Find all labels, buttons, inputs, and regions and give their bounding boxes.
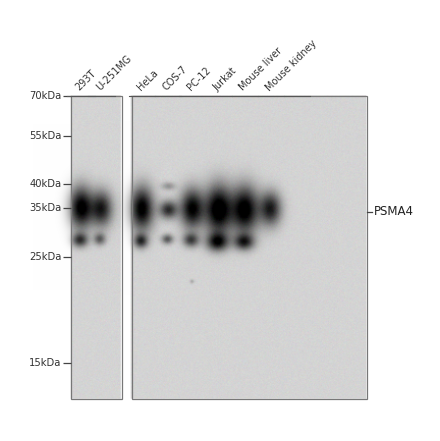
Bar bbox=[71, 96, 122, 399]
Text: U-251MG: U-251MG bbox=[94, 53, 133, 93]
Text: 15kDa: 15kDa bbox=[29, 358, 62, 368]
Text: PSMA4: PSMA4 bbox=[374, 206, 414, 218]
Text: 35kDa: 35kDa bbox=[29, 203, 62, 213]
Text: Mouse liver: Mouse liver bbox=[238, 46, 284, 93]
Text: Jurkat: Jurkat bbox=[212, 65, 239, 93]
Bar bbox=[132, 96, 367, 399]
Text: 40kDa: 40kDa bbox=[29, 179, 62, 189]
Text: PC-12: PC-12 bbox=[185, 65, 212, 93]
Text: HeLa: HeLa bbox=[136, 68, 160, 93]
Bar bbox=[71, 96, 122, 399]
Text: 293T: 293T bbox=[74, 68, 99, 93]
Text: Mouse kidney: Mouse kidney bbox=[264, 38, 319, 93]
Text: 70kDa: 70kDa bbox=[29, 91, 62, 101]
Text: COS-7: COS-7 bbox=[161, 64, 190, 93]
Text: 25kDa: 25kDa bbox=[29, 252, 62, 262]
Text: 55kDa: 55kDa bbox=[29, 131, 62, 141]
Bar bbox=[132, 96, 367, 399]
